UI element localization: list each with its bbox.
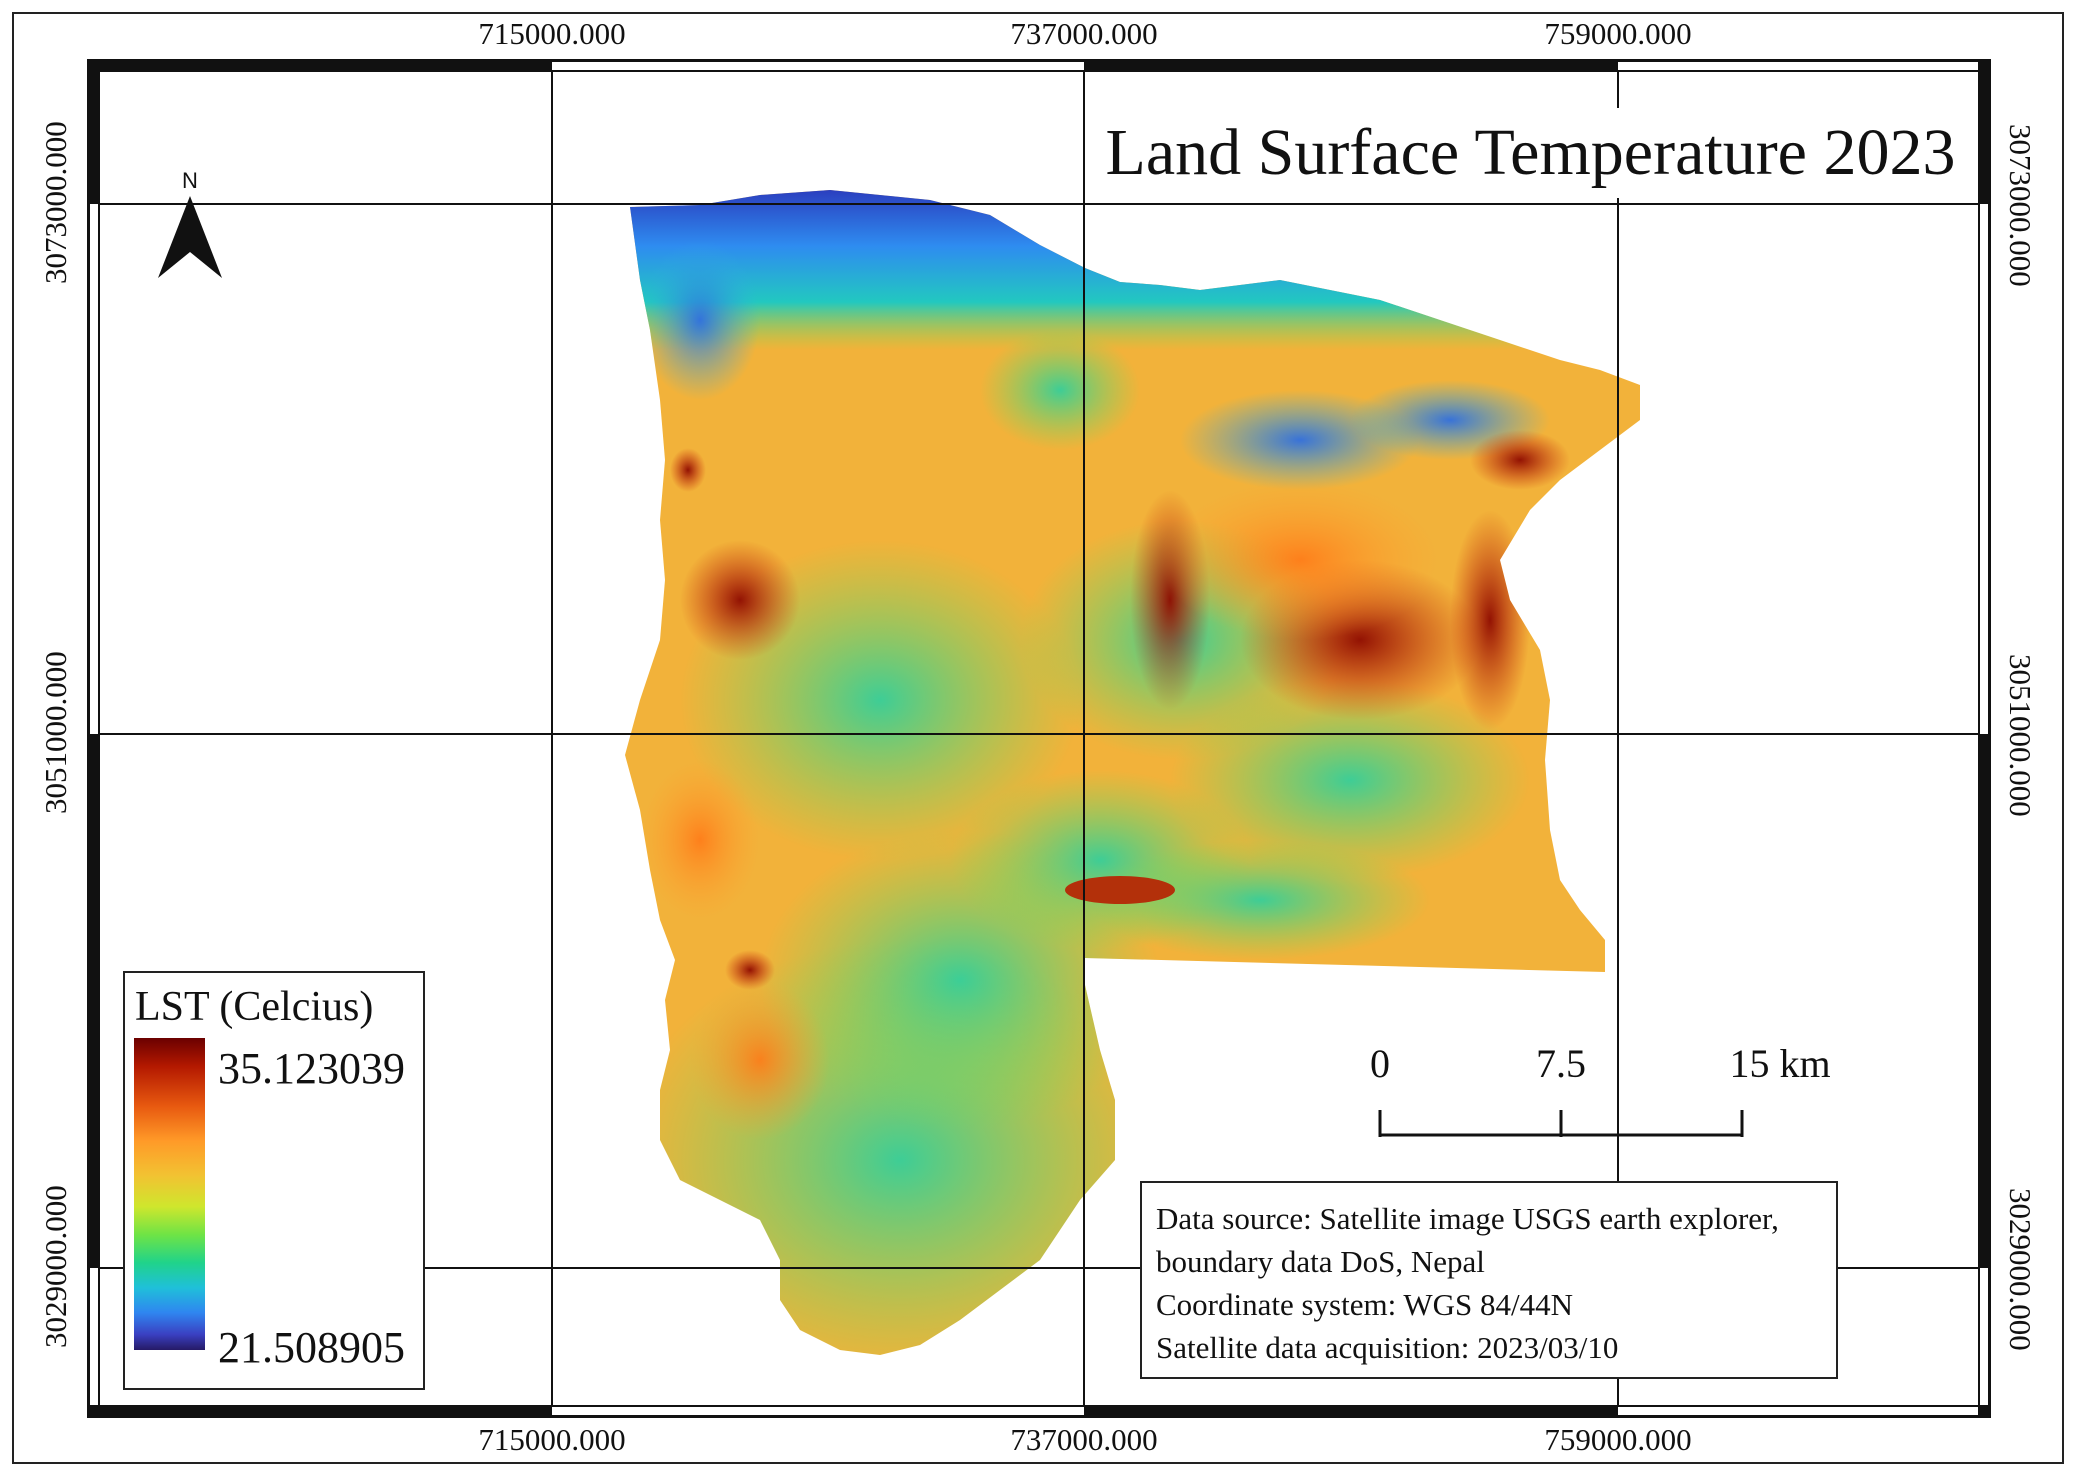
metadata-line: boundary data DoS, Nepal bbox=[1156, 1244, 1485, 1279]
y-coord-right-2: 3051000.000 bbox=[2003, 654, 2038, 817]
north-arrow-icon bbox=[158, 196, 222, 278]
north-arrow: N bbox=[150, 168, 230, 286]
x-coord-top-1: 715000.000 bbox=[478, 16, 626, 51]
lst-raster bbox=[625, 190, 1640, 1355]
north-label: N bbox=[182, 168, 198, 193]
x-coord-top-2: 737000.000 bbox=[1010, 16, 1158, 51]
metadata-line: Satellite data acquisition: 2023/03/10 bbox=[1156, 1330, 1619, 1365]
map-title: Land Surface Temperature 2023 bbox=[1086, 108, 1975, 198]
legend-color-ramp bbox=[134, 1038, 205, 1350]
y-coord-left-1: 3073000.000 bbox=[38, 121, 73, 284]
y-coord-right-1: 3073000.000 bbox=[2003, 124, 2038, 287]
scalebar-label-0: 0 bbox=[1370, 1041, 1390, 1086]
scalebar-graphic bbox=[1378, 1110, 1744, 1137]
scalebar-label-2: 15 km bbox=[1729, 1041, 1831, 1086]
legend-max-value: 35.123039 bbox=[218, 1044, 405, 1093]
legend: LST (Celcius) 35.123039 21.508905 bbox=[123, 971, 425, 1390]
x-coord-bottom-2: 737000.000 bbox=[1010, 1422, 1158, 1457]
outer-frame bbox=[12, 12, 2064, 1464]
y-coord-left-3: 3029000.000 bbox=[38, 1185, 73, 1348]
y-coord-left-2: 3051000.000 bbox=[38, 651, 73, 814]
metadata-box: Data source: Satellite image USGS earth … bbox=[1140, 1181, 1838, 1379]
legend-title: LST (Celcius) bbox=[135, 984, 374, 1030]
x-coord-bottom-3: 759000.000 bbox=[1544, 1422, 1692, 1457]
y-coord-right-3: 3029000.000 bbox=[2003, 1188, 2038, 1351]
x-coord-top-3: 759000.000 bbox=[1544, 16, 1692, 51]
frame-border-gaps bbox=[90, 62, 1988, 1415]
metadata-line: Coordinate system: WGS 84/44N bbox=[1156, 1287, 1574, 1322]
scalebar-label-1: 7.5 bbox=[1536, 1041, 1586, 1086]
metadata-line: Data source: Satellite image USGS earth … bbox=[1156, 1201, 1779, 1236]
legend-min-value: 21.508905 bbox=[218, 1323, 405, 1372]
x-coord-bottom-1: 715000.000 bbox=[478, 1422, 626, 1457]
